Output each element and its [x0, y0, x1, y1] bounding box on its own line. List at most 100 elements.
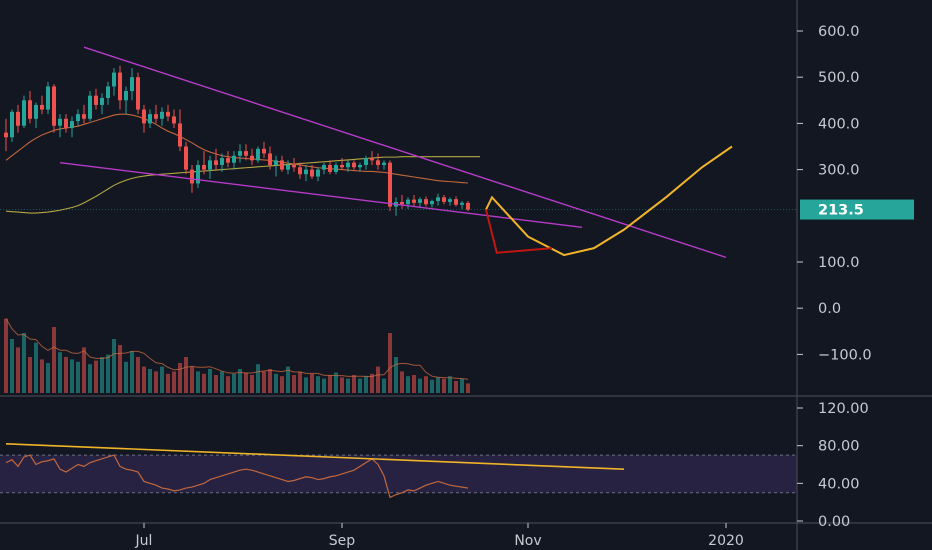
- candle-body: [430, 201, 434, 205]
- candle-body: [154, 114, 158, 119]
- volume-bar: [166, 373, 170, 393]
- volume-bar: [184, 357, 188, 393]
- volume-bar: [424, 376, 428, 393]
- candle-body: [34, 104, 38, 119]
- candle-body: [124, 91, 128, 101]
- candle-body: [352, 162, 356, 168]
- candle-body: [412, 199, 416, 203]
- volume-bar: [154, 371, 158, 393]
- rsi-tick-label: 40.00: [818, 476, 860, 492]
- volume-bar: [400, 371, 404, 393]
- volume-bar: [382, 378, 386, 393]
- volume-bar: [376, 366, 380, 393]
- volume-bar: [94, 360, 98, 393]
- volume-bar: [136, 357, 140, 393]
- candle-body: [4, 132, 8, 138]
- volume-bar: [46, 363, 50, 393]
- candle-body: [40, 104, 44, 110]
- volume-bar: [220, 371, 224, 393]
- candle-body: [106, 86, 110, 98]
- candle-body: [460, 202, 464, 205]
- candle-body: [196, 164, 200, 184]
- candle-body: [118, 72, 122, 101]
- candle-body: [406, 199, 410, 205]
- candle-body: [316, 169, 320, 177]
- candle-body: [400, 201, 404, 205]
- volume-bar: [64, 357, 68, 393]
- candle-body: [268, 153, 272, 165]
- volume-bar: [406, 376, 410, 393]
- candle-body: [322, 164, 326, 170]
- volume-bar: [10, 339, 14, 393]
- time-tick-label: 2020: [708, 533, 744, 549]
- rsi-tick-label: 0.00: [818, 514, 850, 530]
- price-tick-label: 300.0: [818, 163, 860, 179]
- candle-body: [58, 118, 62, 126]
- candle-body: [388, 162, 392, 207]
- volume-bar: [388, 333, 392, 393]
- candle-body: [130, 77, 134, 92]
- candle-body: [262, 148, 266, 154]
- volume-bar: [436, 377, 440, 393]
- candle-body: [70, 121, 74, 129]
- candle-body: [208, 160, 212, 170]
- candle-body: [214, 160, 218, 165]
- volume-bar: [286, 366, 290, 393]
- volume-bar: [202, 373, 206, 393]
- rsi-tick-label: 120.00: [818, 401, 869, 417]
- price-tick-label: 400.0: [818, 116, 860, 132]
- volume-bar: [172, 371, 176, 393]
- volume-bar: [160, 366, 164, 393]
- rsi-band: [0, 455, 797, 493]
- candle-body: [442, 197, 446, 202]
- volume-bar: [178, 363, 182, 393]
- volume-bar: [274, 373, 278, 393]
- volume-bar: [244, 372, 248, 393]
- candle-body: [292, 164, 296, 168]
- volume-bar: [70, 359, 74, 393]
- volume-bar: [142, 366, 146, 393]
- candle-body: [190, 169, 194, 184]
- candle-body: [256, 148, 260, 161]
- volume-bar: [118, 345, 122, 393]
- volume-bar: [106, 354, 110, 393]
- volume-bar: [394, 357, 398, 393]
- volume-bar: [298, 371, 302, 393]
- candle-body: [76, 114, 80, 122]
- ma-fast-line: [5, 113, 469, 184]
- volume-bar: [352, 375, 356, 393]
- volume-bar: [34, 342, 38, 393]
- lower-trendline: [59, 161, 583, 229]
- price-tick-label: 100.0: [818, 255, 860, 271]
- volume-bar: [250, 375, 254, 393]
- candle-body: [202, 164, 206, 170]
- candle-body: [424, 199, 428, 205]
- rsi-tick-label: 80.00: [818, 439, 860, 455]
- candle-body: [172, 116, 176, 124]
- candle-body: [22, 100, 26, 126]
- volume-bar: [466, 383, 470, 393]
- volume-bar: [82, 347, 86, 393]
- volume-bar: [226, 376, 230, 393]
- candle-body: [376, 160, 380, 165]
- volume-bar: [22, 333, 26, 393]
- volume-bar: [268, 369, 272, 393]
- candle-body: [244, 151, 248, 156]
- candle-body: [82, 114, 86, 119]
- candle-body: [94, 95, 98, 105]
- candle-body: [364, 158, 368, 165]
- volume-bar: [454, 381, 458, 393]
- candle-body: [64, 118, 68, 129]
- volume-bar: [28, 357, 32, 393]
- volume-bar: [442, 378, 446, 393]
- volume-bar: [310, 373, 314, 393]
- candle-body: [334, 164, 338, 172]
- candle-body: [16, 111, 20, 126]
- volume-bar: [190, 366, 194, 393]
- price-tick-label: 600.0: [818, 24, 860, 40]
- candle-body: [310, 169, 314, 177]
- volume-bar: [88, 364, 92, 393]
- candle-body: [280, 160, 284, 170]
